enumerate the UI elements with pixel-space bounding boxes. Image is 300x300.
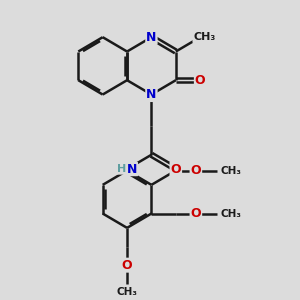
Text: O: O — [122, 259, 132, 272]
Text: N: N — [127, 163, 137, 176]
Text: N: N — [146, 31, 157, 44]
Text: H: H — [117, 164, 127, 174]
Text: CH₃: CH₃ — [194, 32, 216, 42]
Text: O: O — [190, 164, 201, 177]
Text: O: O — [170, 163, 181, 176]
Text: O: O — [190, 207, 201, 220]
Text: CH₃: CH₃ — [220, 208, 241, 218]
Text: N: N — [146, 88, 157, 101]
Text: CH₃: CH₃ — [220, 166, 241, 176]
Text: O: O — [195, 74, 206, 87]
Text: CH₃: CH₃ — [117, 287, 138, 297]
